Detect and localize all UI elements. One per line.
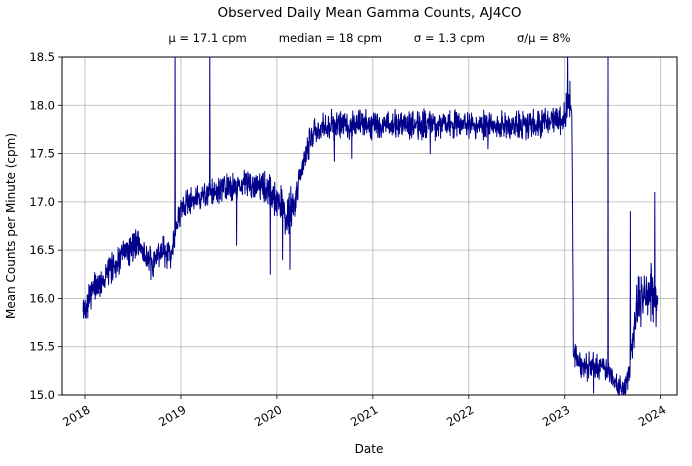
- stat-median: median = 18 cpm: [278, 31, 382, 45]
- plot-border: [61, 56, 678, 396]
- y-tick-label: 16.0: [29, 291, 55, 305]
- y-tick-label: 15.5: [29, 340, 55, 354]
- axes-frame: [58, 56, 678, 399]
- y-axis-label: Mean Counts per Minute (cpm): [4, 133, 18, 319]
- y-tick-label: 17.0: [29, 195, 55, 209]
- x-tick-label: 2022: [444, 402, 476, 429]
- x-axis-label: Date: [355, 442, 384, 456]
- x-tick-label: 2024: [636, 402, 668, 429]
- stat-sigma: σ = 1.3 cpm: [413, 31, 485, 45]
- y-tick-label: 16.5: [29, 243, 55, 257]
- y-tick-label: 17.5: [29, 147, 55, 161]
- x-tick-label: 2023: [540, 402, 572, 429]
- y-tick-label: 15.0: [29, 388, 55, 402]
- x-tick-label: 2021: [348, 402, 380, 429]
- grid-lines: [62, 56, 677, 396]
- x-tick-label: 2018: [60, 402, 92, 429]
- x-tick-label: 2019: [156, 402, 188, 429]
- stat-cv: σ/μ = 8%: [516, 31, 571, 45]
- chart-stats-row: μ = 17.1 cpm median = 18 cpm σ = 1.3 cpm…: [62, 31, 677, 45]
- x-tick-label: 2020: [252, 402, 284, 429]
- chart-title: Observed Daily Mean Gamma Counts, AJ4CO: [217, 5, 522, 21]
- y-tick-label: 18.0: [29, 98, 55, 112]
- stat-mean: μ = 17.1 cpm: [168, 31, 247, 45]
- y-tick-label: 18.5: [29, 50, 55, 64]
- data-series: [82, 57, 659, 395]
- gamma-counts-line: [82, 57, 659, 395]
